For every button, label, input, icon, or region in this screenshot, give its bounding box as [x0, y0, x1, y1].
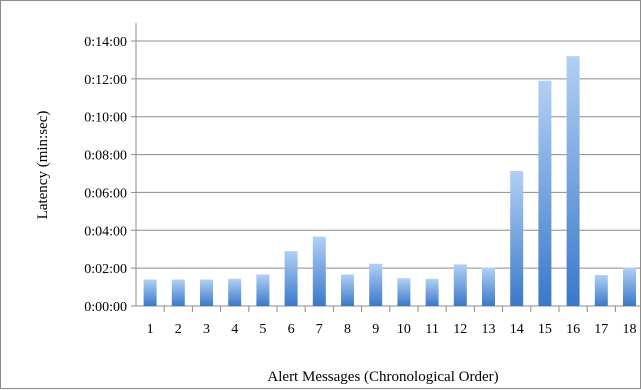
x-tick-label: 6 [288, 322, 295, 337]
x-tick-label: 4 [231, 322, 238, 337]
bar-15 [538, 80, 552, 306]
bar-14 [510, 170, 524, 306]
bar-16 [566, 56, 580, 307]
x-tick-label: 9 [372, 322, 379, 337]
x-tick-label: 16 [566, 322, 580, 337]
x-tick-labels: 1 2 3 4 5 6 7 8 9 10 11 12 13 14 15 16 17 18 [147, 322, 637, 337]
x-tick-label: 1 [147, 322, 154, 337]
x-axis-title: Alert Messages (Chronological Order) [267, 369, 498, 385]
x-tick-label: 2 [175, 322, 182, 337]
x-tick-label: 15 [538, 322, 552, 337]
bar-12 [453, 264, 467, 306]
bar-3 [200, 279, 213, 306]
x-tick-label: 5 [259, 322, 266, 337]
y-axis-title: Latency (min:sec) [35, 111, 51, 220]
x-tick-label: 11 [425, 322, 438, 337]
x-tick-label: 10 [397, 322, 411, 337]
y-tick-label: 0:04:00 [84, 224, 127, 239]
bar-17 [594, 275, 608, 306]
y-tick-label: 0:02:00 [84, 262, 127, 277]
y-tick-label: 0:08:00 [84, 149, 127, 164]
y-tick-label: 0:12:00 [84, 73, 127, 88]
bar-8 [341, 274, 354, 306]
bar-13 [482, 267, 495, 306]
x-tick-label: 14 [510, 322, 524, 337]
y-tick-label: 0:06:00 [84, 186, 127, 201]
gridlines [136, 40, 641, 269]
bar-5 [256, 274, 270, 306]
x-tick-label: 12 [453, 322, 467, 337]
bar-2 [171, 279, 185, 306]
x-tick-label: 13 [482, 322, 496, 337]
bar-10 [397, 278, 411, 306]
x-tick-label: 8 [344, 322, 351, 337]
x-tick-label: 7 [316, 322, 323, 337]
y-tick-labels: 0:00:00 0:02:00 0:04:00 0:06:00 0:08:00 0:10:… [84, 35, 127, 315]
y-tick-label: 0:00:00 [84, 300, 127, 315]
bar-1 [143, 279, 157, 306]
bar-7 [312, 236, 326, 306]
x-tick-label: 18 [623, 322, 637, 337]
axes [131, 23, 641, 312]
bars [143, 56, 636, 307]
bar-11 [425, 278, 439, 306]
bar-9 [369, 263, 383, 306]
bar-18 [623, 267, 636, 306]
x-tick-label: 17 [594, 322, 608, 337]
y-tick-label: 0:10:00 [84, 111, 127, 126]
bar-4 [228, 278, 242, 306]
x-tick-label: 3 [203, 322, 210, 337]
y-tick-label: 0:14:00 [84, 35, 127, 50]
bar-6 [284, 251, 298, 306]
